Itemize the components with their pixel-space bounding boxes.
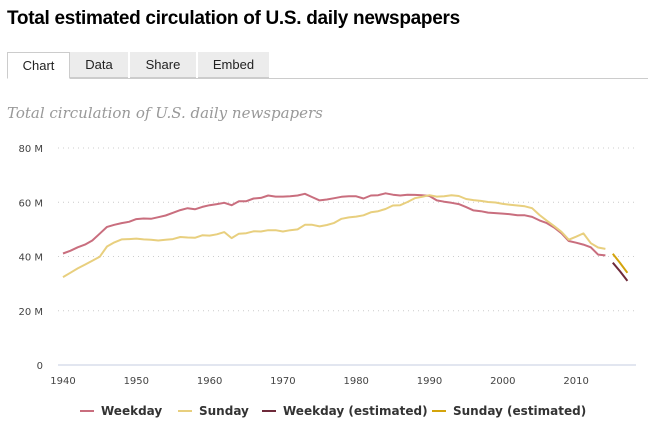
series-line-sunday-estimated	[612, 253, 629, 274]
chart-title: Total circulation of U.S. daily newspape…	[7, 104, 323, 122]
x-tick-label: 1940	[50, 376, 75, 387]
y-tick-label: 40 M	[18, 253, 43, 264]
x-tick-label: 1970	[270, 376, 295, 387]
y-tick-label: 60 M	[18, 198, 43, 209]
legend-label: Sunday (estimated)	[453, 404, 586, 418]
y-tick-label: 20 M	[18, 307, 43, 318]
series-line-sunday	[62, 194, 606, 278]
tab-data[interactable]: Data	[70, 52, 128, 78]
x-tick-label: 1980	[343, 376, 368, 387]
series-line-weekday-estimated	[612, 262, 629, 282]
tab-chart[interactable]: Chart	[7, 52, 70, 79]
page-title: Total estimated circulation of U.S. dail…	[7, 8, 460, 29]
legend-label: Sunday	[199, 404, 249, 418]
x-tick-label: 1990	[417, 376, 442, 387]
y-tick-label: 0	[37, 361, 43, 372]
tab-bar: Chart Data Share Embed	[7, 52, 648, 79]
series-line-weekday	[62, 192, 606, 257]
x-tick-label: 2000	[490, 376, 515, 387]
tab-embed[interactable]: Embed	[198, 52, 269, 78]
tab-share[interactable]: Share	[130, 52, 196, 78]
legend-label: Weekday (estimated)	[283, 404, 428, 418]
y-tick-label: 80 M	[18, 144, 43, 155]
x-tick-label: 1950	[124, 376, 149, 387]
x-tick-label: 1960	[197, 376, 222, 387]
legend-label: Weekday	[101, 404, 162, 418]
x-tick-label: 2010	[563, 376, 588, 387]
